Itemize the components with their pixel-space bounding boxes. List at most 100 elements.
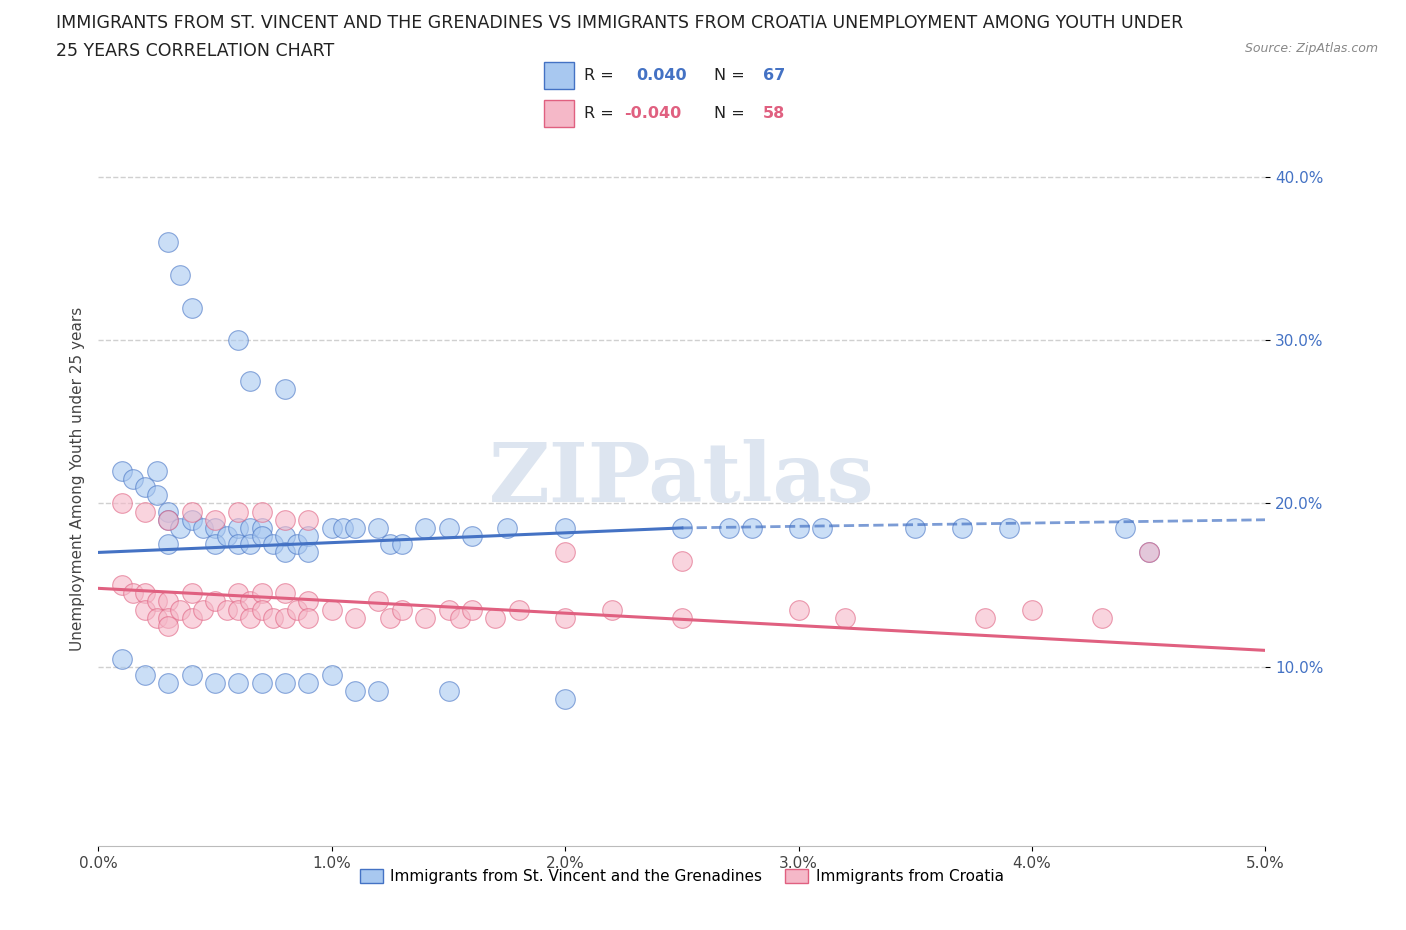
Point — [169, 521, 191, 536]
Point — [204, 594, 226, 609]
Point — [262, 610, 284, 625]
Point — [228, 586, 250, 601]
Point — [413, 521, 436, 536]
Text: 58: 58 — [763, 106, 786, 121]
Point — [146, 488, 169, 503]
Point — [787, 521, 810, 536]
Point — [321, 521, 343, 536]
Point — [297, 675, 319, 690]
Text: ZIPatlas: ZIPatlas — [489, 439, 875, 519]
Point — [157, 512, 180, 527]
Point — [122, 472, 145, 486]
Point — [391, 602, 413, 617]
Point — [169, 268, 191, 283]
Point — [228, 602, 250, 617]
Text: Source: ZipAtlas.com: Source: ZipAtlas.com — [1244, 42, 1378, 55]
Point — [134, 602, 156, 617]
Point — [554, 610, 576, 625]
Point — [111, 496, 134, 511]
Point — [274, 610, 297, 625]
Point — [321, 602, 343, 617]
Text: 67: 67 — [763, 68, 786, 83]
Point — [250, 602, 273, 617]
Point — [1114, 521, 1136, 536]
Point — [297, 545, 319, 560]
Point — [344, 610, 367, 625]
Text: R =: R = — [583, 68, 613, 83]
Point — [671, 521, 693, 536]
Point — [204, 512, 226, 527]
Point — [367, 684, 389, 698]
Point — [461, 528, 484, 543]
Point — [157, 618, 180, 633]
Point — [554, 521, 576, 536]
Point — [274, 512, 297, 527]
Point — [274, 381, 297, 396]
Point — [285, 602, 308, 617]
Point — [1021, 602, 1043, 617]
Point — [250, 521, 273, 536]
Point — [274, 545, 297, 560]
Point — [157, 610, 180, 625]
Point — [180, 586, 202, 601]
Point — [321, 668, 343, 683]
Point — [228, 504, 250, 519]
Point — [262, 537, 284, 551]
Point — [250, 504, 273, 519]
Point — [157, 512, 180, 527]
Point — [146, 463, 169, 478]
Point — [904, 521, 927, 536]
Point — [134, 668, 156, 683]
Point — [134, 504, 156, 519]
Point — [671, 610, 693, 625]
Text: N =: N = — [714, 68, 744, 83]
Point — [239, 594, 262, 609]
Point — [297, 594, 319, 609]
Y-axis label: Unemployment Among Youth under 25 years: Unemployment Among Youth under 25 years — [69, 307, 84, 651]
Point — [204, 537, 226, 551]
Point — [997, 521, 1019, 536]
Point — [180, 668, 202, 683]
Point — [834, 610, 856, 625]
Point — [437, 684, 460, 698]
Text: IMMIGRANTS FROM ST. VINCENT AND THE GRENADINES VS IMMIGRANTS FROM CROATIA UNEMPL: IMMIGRANTS FROM ST. VINCENT AND THE GREN… — [56, 14, 1184, 32]
Point — [437, 602, 460, 617]
Point — [974, 610, 997, 625]
Point — [344, 684, 367, 698]
Point — [554, 692, 576, 707]
Text: 25 YEARS CORRELATION CHART: 25 YEARS CORRELATION CHART — [56, 42, 335, 60]
Point — [274, 586, 297, 601]
Point — [134, 480, 156, 495]
Point — [437, 521, 460, 536]
Point — [367, 594, 389, 609]
Point — [508, 602, 530, 617]
Point — [671, 553, 693, 568]
Point — [239, 521, 262, 536]
Point — [193, 521, 215, 536]
Point — [787, 602, 810, 617]
Point — [239, 374, 262, 389]
Point — [122, 586, 145, 601]
Point — [215, 602, 238, 617]
Point — [169, 602, 191, 617]
Point — [297, 528, 319, 543]
Point — [950, 521, 973, 536]
Point — [717, 521, 740, 536]
Text: 0.040: 0.040 — [637, 68, 688, 83]
Point — [146, 594, 169, 609]
Point — [180, 512, 202, 527]
Point — [391, 537, 413, 551]
Point — [496, 521, 519, 536]
Point — [228, 537, 250, 551]
Text: R =: R = — [583, 106, 613, 121]
Point — [344, 521, 367, 536]
Point — [111, 651, 134, 666]
Point — [111, 578, 134, 592]
Point — [554, 545, 576, 560]
Text: N =: N = — [714, 106, 744, 121]
Point — [1137, 545, 1160, 560]
Text: -0.040: -0.040 — [624, 106, 682, 121]
Point — [157, 234, 180, 249]
Bar — [544, 100, 575, 127]
Point — [367, 521, 389, 536]
